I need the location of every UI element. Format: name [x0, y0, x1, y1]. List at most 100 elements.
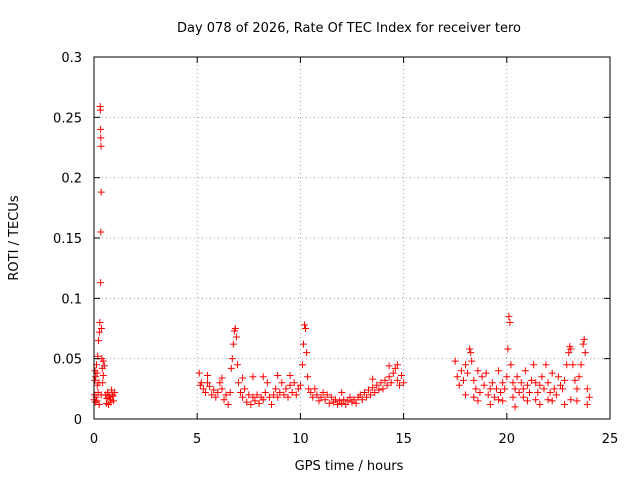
data-point [93, 397, 101, 405]
data-point [278, 379, 286, 387]
data-point [583, 385, 591, 393]
data-point [580, 335, 588, 343]
data-point [338, 399, 346, 407]
data-point [373, 381, 381, 389]
data-point [227, 364, 235, 372]
data-point [552, 391, 560, 399]
data-point [93, 369, 101, 377]
data-point [228, 355, 236, 363]
data-point [532, 396, 540, 404]
data-point [197, 379, 205, 387]
data-point [96, 318, 104, 326]
data-point [495, 367, 503, 375]
data-point [387, 379, 395, 387]
data-point [575, 373, 583, 381]
y-tick-label: 0.05 [53, 353, 82, 368]
data-point [97, 134, 105, 142]
data-point [298, 361, 306, 369]
data-point [509, 379, 517, 387]
data-point [509, 393, 517, 401]
data-point [523, 397, 531, 405]
data-point [507, 361, 515, 369]
data-point [97, 228, 105, 236]
data-point [375, 386, 383, 394]
data-point [542, 361, 550, 369]
data-point [307, 388, 315, 396]
data-point [97, 188, 105, 196]
data-point [253, 391, 261, 399]
data-point [301, 321, 309, 329]
data-point [255, 399, 263, 407]
data-point [464, 369, 472, 377]
data-point [362, 393, 370, 401]
data-point [492, 385, 500, 393]
data-point [579, 340, 587, 348]
data-point [379, 385, 387, 393]
data-point [206, 382, 214, 390]
data-point [365, 386, 373, 394]
y-tick-label: 0.25 [53, 111, 82, 126]
data-point [239, 374, 247, 382]
data-point [548, 369, 556, 377]
data-point [111, 388, 119, 396]
data-point [526, 388, 534, 396]
x-tick-label: 15 [395, 432, 412, 447]
data-point [385, 373, 393, 381]
data-point [261, 388, 269, 396]
data-point [91, 376, 99, 384]
data-point [470, 376, 478, 384]
data-point [222, 391, 230, 399]
data-point [476, 388, 484, 396]
data-point [95, 337, 103, 345]
data-point [97, 325, 105, 332]
data-point [513, 373, 521, 381]
data-point [385, 362, 393, 370]
data-point [294, 385, 302, 393]
data-point [369, 375, 377, 383]
data-point [95, 328, 103, 336]
data-point [561, 401, 569, 409]
data-point [208, 391, 216, 399]
data-point [577, 361, 585, 369]
data-point [91, 398, 99, 406]
data-point [109, 392, 117, 400]
data-point [325, 399, 333, 407]
data-point [573, 385, 581, 393]
data-point [530, 361, 538, 369]
data-point [305, 385, 313, 393]
data-point [548, 397, 556, 405]
data-point [470, 393, 478, 401]
data-point [459, 376, 467, 384]
data-point [486, 385, 494, 393]
data-point [220, 396, 228, 404]
data-point [554, 373, 562, 381]
data-point [284, 393, 292, 401]
y-tick-label: 0.2 [61, 172, 82, 187]
data-point [571, 376, 579, 384]
data-point [302, 325, 310, 332]
data-point [274, 393, 282, 401]
data-point [567, 396, 575, 404]
data-point [265, 393, 273, 401]
data-point [340, 396, 348, 404]
x-tick-label: 5 [193, 432, 201, 447]
data-point [214, 388, 222, 396]
data-point [523, 381, 531, 389]
data-point [486, 401, 494, 409]
data-point [536, 381, 544, 389]
data-point [218, 374, 226, 382]
data-point [344, 397, 352, 405]
data-point [398, 372, 406, 380]
data-point [100, 362, 108, 370]
data-point [204, 379, 212, 387]
chart-title: Day 078 of 2026, Rate Of TEC Index for r… [177, 21, 521, 36]
y-tick-label: 0.3 [61, 51, 82, 66]
data-point [239, 393, 247, 401]
data-point [97, 279, 105, 287]
data-point [292, 391, 300, 399]
data-point [195, 369, 203, 377]
data-point [99, 357, 107, 365]
data-point [229, 340, 237, 348]
data-point [270, 391, 278, 399]
data-point [97, 391, 105, 399]
